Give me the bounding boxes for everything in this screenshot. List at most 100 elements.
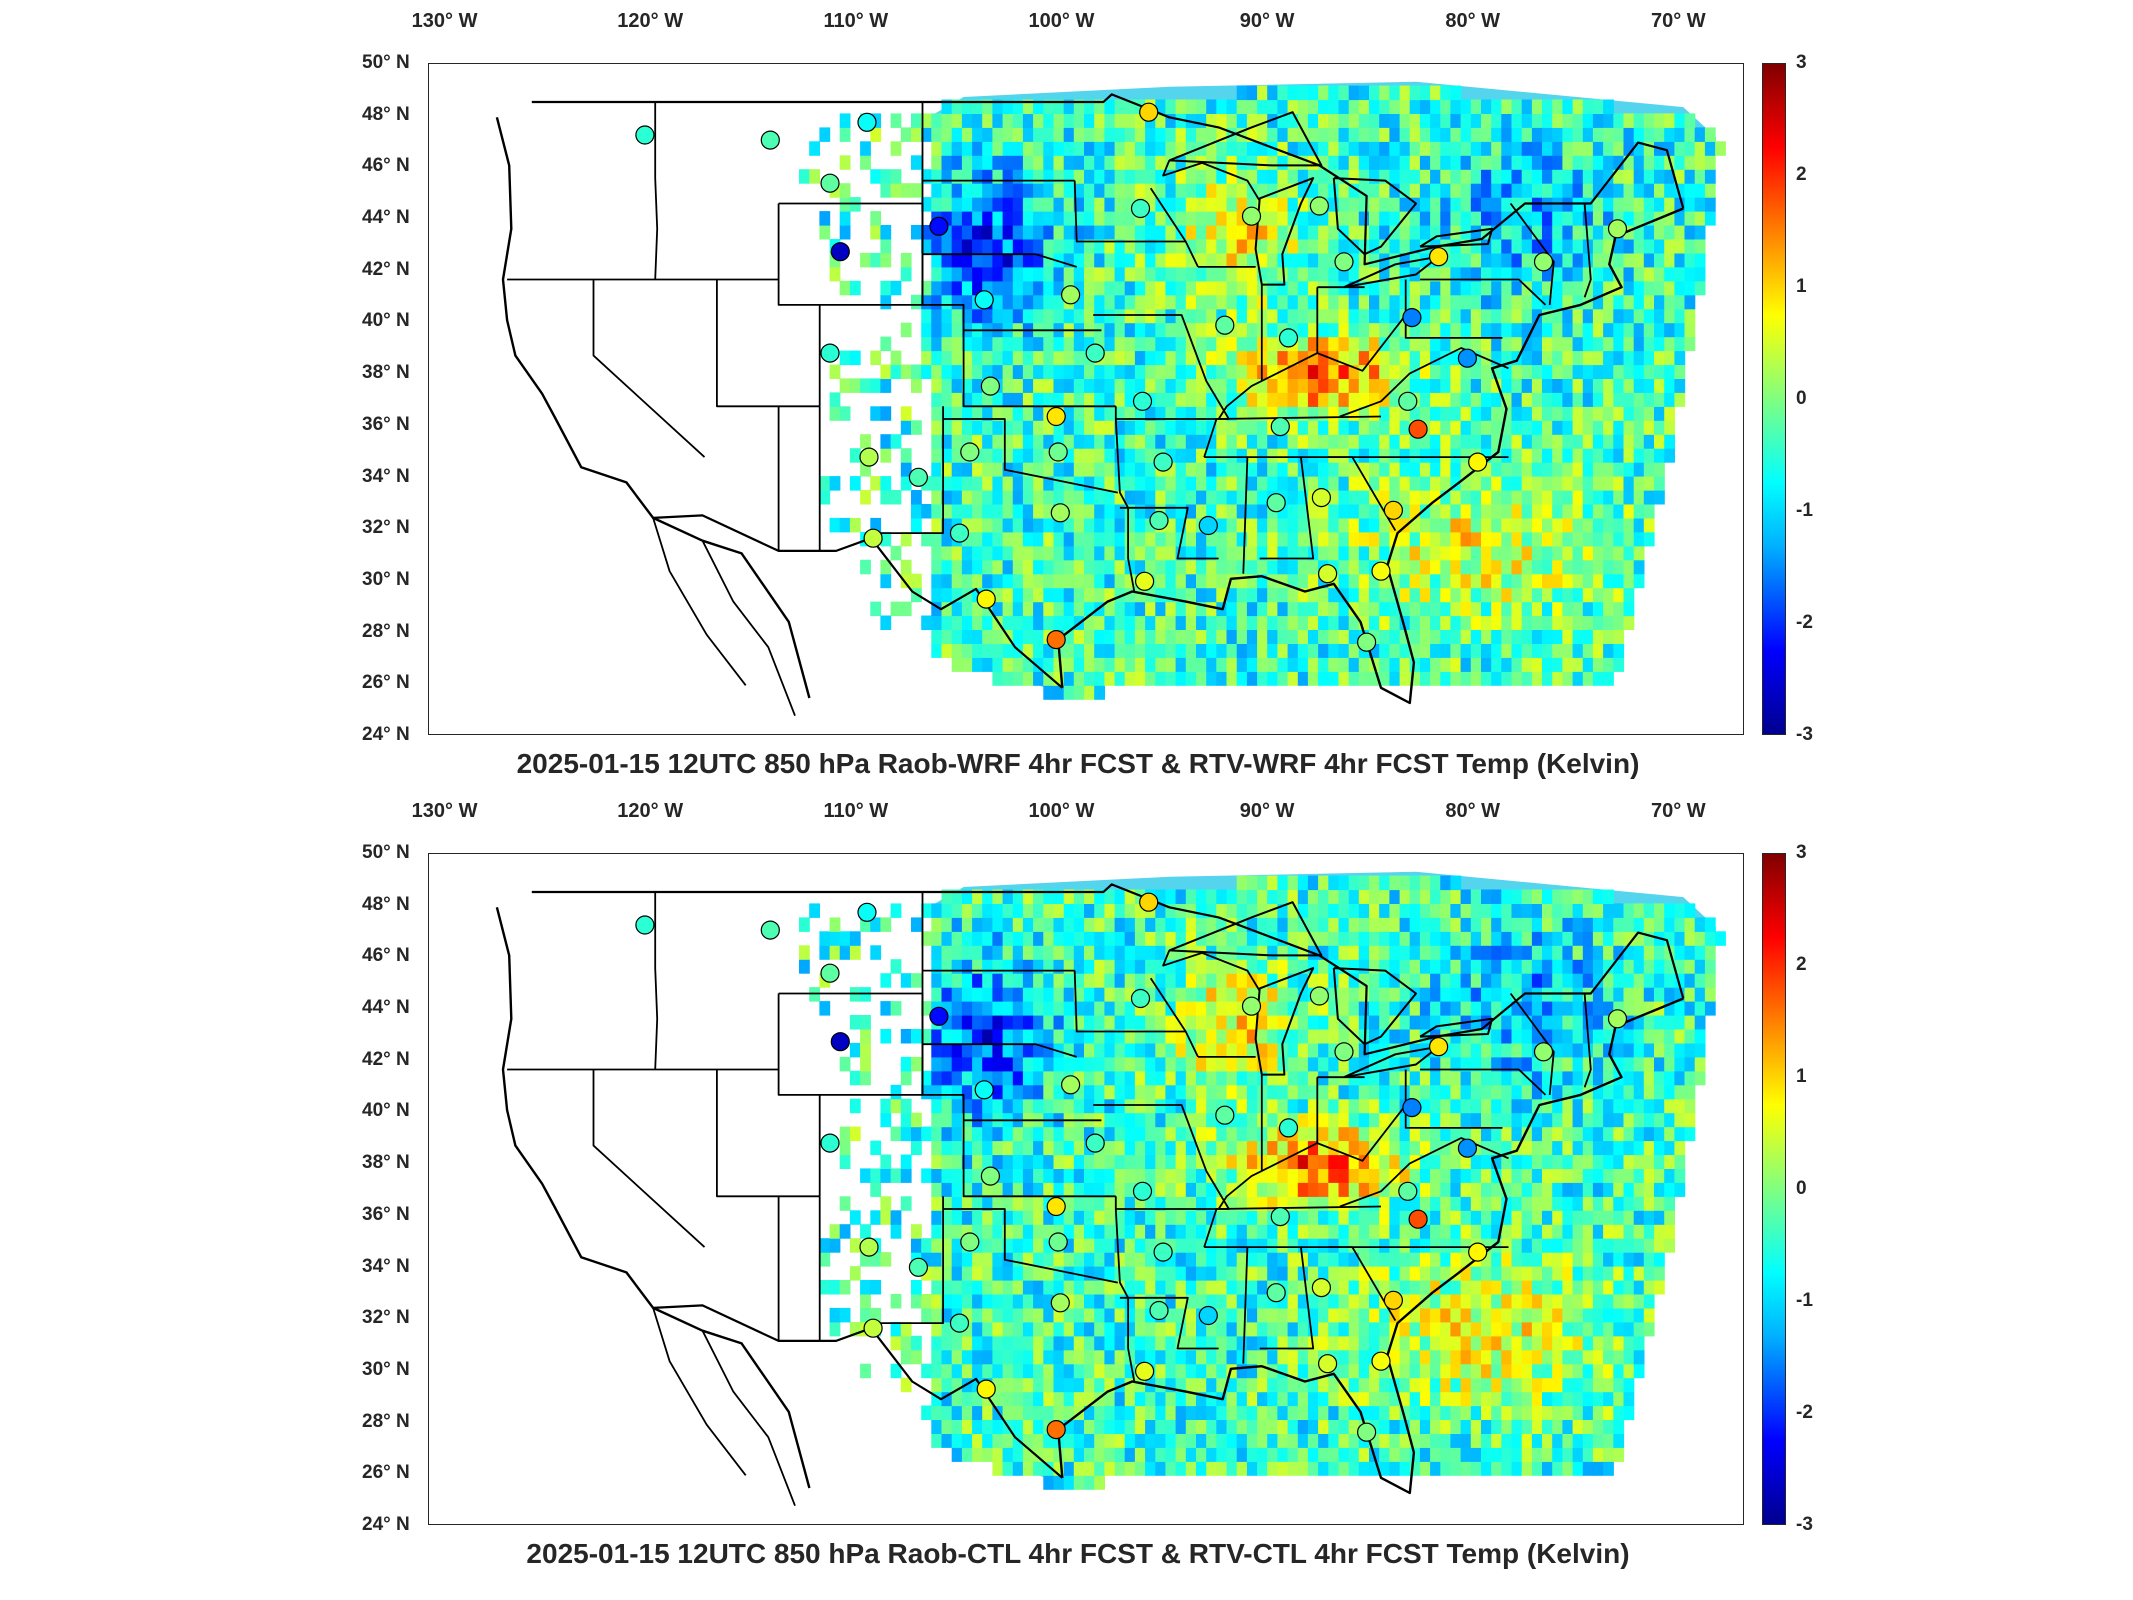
swath-cell: [1216, 280, 1228, 296]
swath-cell: [1073, 1349, 1085, 1365]
swath-cell: [1328, 420, 1340, 435]
swath-cell: [1094, 1238, 1105, 1253]
swath-cell: [992, 587, 1004, 603]
swath-cell: [1572, 294, 1584, 310]
swath-cell: [951, 601, 963, 617]
swath-cell: [1501, 127, 1513, 142]
swath-cell: [1633, 169, 1645, 184]
swath-cell: [1633, 294, 1645, 310]
swath-cell: [1511, 336, 1523, 352]
swath-cell: [1481, 1391, 1492, 1407]
swath-cell: [1216, 364, 1228, 379]
swath-cell: [1531, 643, 1543, 658]
swath-cell: [1552, 1321, 1563, 1337]
swath-cell: [1094, 629, 1105, 644]
swath-cell: [1073, 252, 1085, 268]
swath-cell: [1328, 308, 1340, 324]
swath-cell: [1399, 1266, 1411, 1281]
swath-cell: [1134, 1238, 1146, 1253]
swath-cell: [1033, 1405, 1044, 1420]
swath-cell: [1318, 629, 1329, 644]
swath-cell: [961, 476, 973, 491]
swath-cell: [1450, 406, 1462, 421]
swath-cell: [1491, 197, 1502, 212]
swath-cell: [1196, 336, 1207, 352]
swath-cell: [1236, 573, 1248, 589]
swath-cell: [1623, 615, 1635, 630]
swath-cell: [1643, 113, 1655, 128]
swath-cell: [1511, 239, 1523, 254]
swath-cell: [1623, 294, 1635, 310]
swath-cell: [1440, 1294, 1452, 1309]
swath-cell: [1358, 573, 1370, 589]
swath-cell: [1134, 308, 1146, 324]
swath-cell: [1287, 448, 1299, 463]
swath-cell: [1643, 239, 1655, 254]
swath-cell: [1481, 1405, 1492, 1420]
swath-cell: [1318, 336, 1329, 352]
swath-cell: [1287, 378, 1299, 393]
swath-cell: [1531, 322, 1543, 338]
swath-cell: [941, 517, 953, 533]
swath-cell: [1134, 434, 1146, 449]
swath-cell: [1419, 1405, 1431, 1420]
swath-cell: [1185, 1391, 1197, 1407]
swath-cell: [1674, 336, 1686, 352]
swath-cell: [1043, 1363, 1055, 1379]
swath-cell: [1145, 1447, 1156, 1462]
swath-cell: [1206, 448, 1217, 463]
swath-cell: [1531, 1238, 1543, 1253]
swath-cell: [1226, 587, 1238, 603]
swath-cell: [1419, 1182, 1431, 1197]
swath-cell: [1481, 434, 1492, 449]
swath-cell: [1236, 350, 1248, 366]
swath-cell: [1430, 350, 1441, 366]
swath-cell: [1175, 1391, 1187, 1407]
swath-cell: [1318, 141, 1329, 156]
swath-cell: [1206, 364, 1217, 379]
swath-cell: [1491, 545, 1502, 561]
swath-cell: [1654, 420, 1665, 435]
swath-cell: [1307, 1307, 1319, 1323]
swath-cell: [1236, 1238, 1248, 1253]
swath-cell: [1369, 601, 1380, 617]
swath-cell: [1094, 1475, 1105, 1490]
swath-cell: [1002, 392, 1014, 407]
swath-cell: [1175, 141, 1187, 156]
swath-cell: [1084, 1475, 1095, 1490]
swath-cell: [1369, 392, 1380, 407]
swath-cell: [1002, 197, 1014, 212]
swath-cell: [1389, 113, 1401, 128]
swath-cell: [1328, 504, 1340, 519]
swath-cell: [1399, 448, 1411, 463]
swath-cell: [1409, 476, 1421, 491]
swath-cell: [1185, 364, 1197, 379]
swath-cell: [1328, 601, 1340, 617]
swath-cell: [1389, 239, 1401, 254]
swath-cell: [1582, 1294, 1594, 1309]
swath-cell: [1165, 545, 1177, 561]
swath-cell: [1643, 252, 1655, 268]
swath-cell: [1572, 378, 1584, 393]
swath-cell: [1694, 252, 1706, 268]
swath-cell: [1481, 601, 1492, 617]
swath-cell: [1348, 113, 1360, 128]
swath-cell: [1104, 1252, 1116, 1267]
swath-cell: [1307, 559, 1319, 575]
swath-cell: [1572, 1447, 1584, 1462]
swath-cell: [880, 573, 892, 589]
swath-cell: [1318, 1447, 1329, 1462]
swath-cell: [1450, 517, 1462, 533]
colorbar-tick-label: 1: [1796, 276, 1807, 297]
swath-cell: [1084, 643, 1095, 658]
swath-cell: [1399, 378, 1411, 393]
swath-cell: [982, 559, 993, 575]
swath-cell: [1419, 517, 1431, 533]
swath-cell: [1236, 266, 1248, 282]
swath-cell: [1073, 671, 1085, 686]
swath-cell: [992, 504, 1004, 519]
swath-cell: [1226, 462, 1238, 477]
swath-cell: [1603, 1377, 1614, 1393]
swath-cell: [1603, 1335, 1614, 1351]
swath-cell: [829, 1280, 841, 1295]
